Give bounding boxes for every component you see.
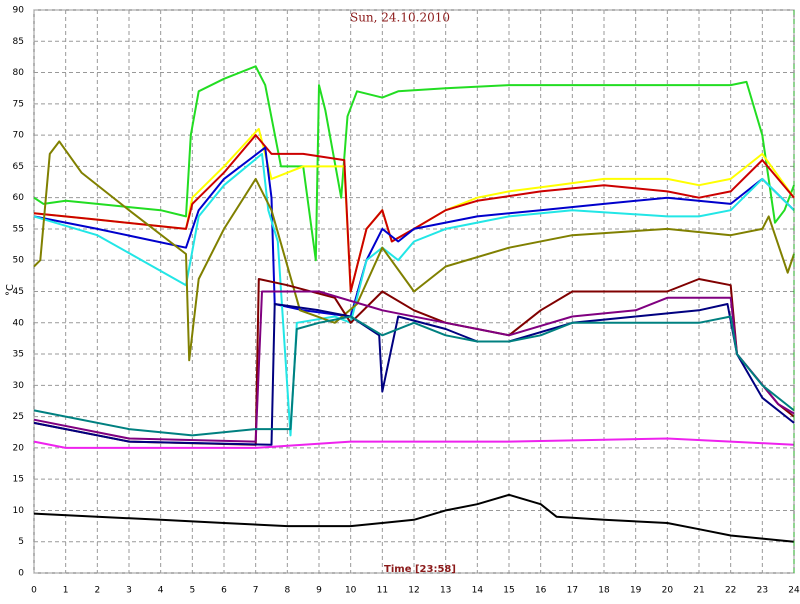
- x-tick-label: 2: [94, 586, 100, 596]
- y-tick-label: 25: [13, 412, 24, 422]
- y-tick-label: 15: [13, 475, 24, 485]
- x-tick-label: 11: [377, 586, 388, 596]
- y-tick-label: 45: [13, 287, 24, 297]
- series-line: [33, 152, 795, 437]
- y-tick-label: 30: [13, 381, 25, 391]
- series-line: [33, 437, 795, 449]
- y-tick-label: 85: [13, 37, 24, 47]
- series-line: [33, 65, 795, 262]
- y-tick-label: 80: [13, 68, 25, 78]
- lines: [33, 65, 795, 543]
- series-line: [33, 140, 795, 362]
- x-tick-label: 21: [693, 586, 704, 596]
- x-tick-label: 5: [189, 586, 195, 596]
- series-line: [33, 134, 795, 293]
- x-tick-label: 1: [63, 586, 69, 596]
- y-tick-label: 55: [13, 224, 24, 234]
- y-tick-label: 35: [13, 350, 24, 360]
- x-tick-label: 20: [662, 586, 674, 596]
- y-tick-label: 50: [13, 256, 25, 266]
- y-tick-label: 20: [13, 443, 25, 453]
- y-tick-label: 75: [13, 99, 24, 109]
- y-tick-label: 65: [13, 162, 24, 172]
- x-tick-label: 7: [253, 586, 259, 596]
- series-line: [33, 303, 795, 446]
- y-axis-label: °C: [5, 284, 16, 296]
- x-tick-label: 0: [31, 586, 37, 596]
- x-tick-label: 4: [158, 586, 164, 596]
- y-tick-label: 0: [18, 569, 24, 579]
- x-tick-label: 3: [126, 586, 132, 596]
- y-tick-label: 60: [13, 193, 25, 203]
- x-axis-label: Time [23:58]: [384, 564, 456, 575]
- series-line: [33, 315, 795, 437]
- x-tick-label: 24: [788, 586, 800, 596]
- x-tick-label: 22: [725, 586, 736, 596]
- x-tick-label: 8: [284, 586, 290, 596]
- y-tick-label: 10: [13, 506, 25, 516]
- x-tick-label: 23: [757, 586, 768, 596]
- x-tick-label: 18: [598, 586, 610, 596]
- x-tick-label: 19: [630, 586, 642, 596]
- y-tick-label: 90: [13, 6, 25, 16]
- x-tick-label: 16: [535, 586, 547, 596]
- series-line: [33, 290, 795, 443]
- x-tick-label: 10: [345, 586, 357, 596]
- x-tick-label: 17: [567, 586, 578, 596]
- x-tick-label: 14: [472, 586, 484, 596]
- chart-title: Sun, 24.10.2010: [350, 11, 450, 25]
- x-tick-label: 6: [221, 586, 227, 596]
- x-tick-label: 9: [316, 586, 322, 596]
- x-tick-label: 15: [503, 586, 514, 596]
- x-tick-label: 13: [440, 586, 451, 596]
- series-line: [33, 493, 795, 543]
- y-tick-label: 40: [13, 318, 25, 328]
- x-tick-label: 12: [408, 586, 419, 596]
- y-tick-label: 5: [18, 537, 24, 547]
- y-tick-label: 70: [13, 131, 25, 141]
